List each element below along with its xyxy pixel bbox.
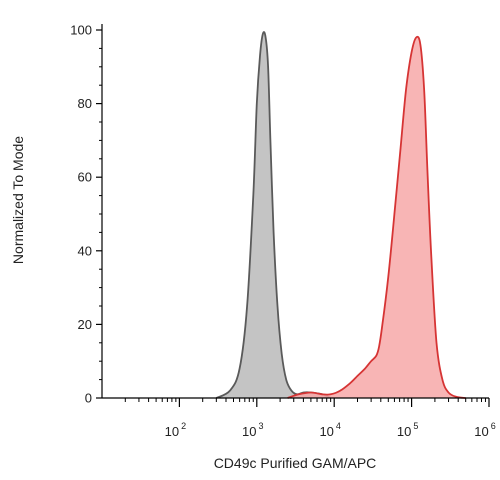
x-tick-label: 10 5 xyxy=(397,421,418,439)
y-tick-label: 0 xyxy=(85,391,92,406)
x-tick-label: 10 6 xyxy=(474,421,495,439)
series-2-line xyxy=(287,35,466,399)
x-tick-label: 10 4 xyxy=(319,421,340,439)
x-tick-label: 10 2 xyxy=(165,421,186,439)
series-2-area xyxy=(287,36,466,398)
y-tick-label: 80 xyxy=(78,96,92,111)
y-axis-title: Normalized To Mode xyxy=(10,136,26,264)
x-tick-label: 10 3 xyxy=(242,421,263,439)
y-tick-label: 20 xyxy=(78,317,92,332)
series-1-area xyxy=(216,32,331,398)
y-tick-label: 40 xyxy=(78,243,92,258)
y-tick-label: 60 xyxy=(78,170,92,185)
x-axis-title: CD49c Purified GAM/APC xyxy=(214,455,377,471)
y-tick-label: 100 xyxy=(70,23,92,38)
series-layer xyxy=(215,31,466,399)
